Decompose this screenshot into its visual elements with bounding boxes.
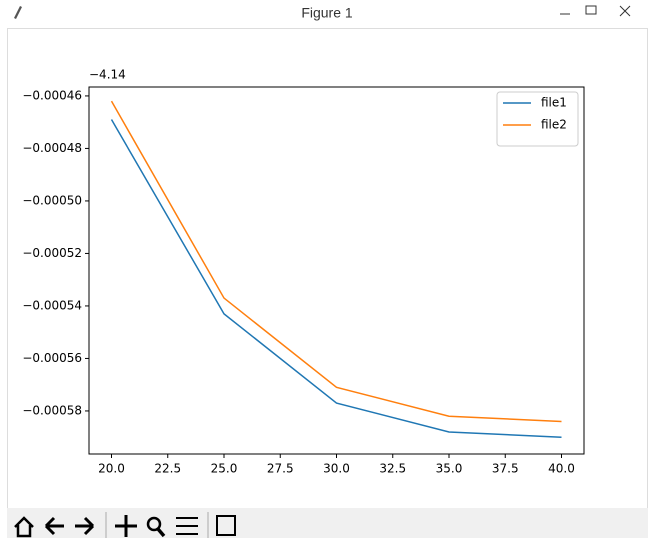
y-tick-label: −0.00056 [22,351,82,365]
maximize-button[interactable] [585,5,597,15]
x-tick-label: 20.0 [98,462,125,476]
legend-label: file1 [541,96,567,110]
app-icon [14,6,22,19]
series-line [110,119,562,438]
y-tick-label: −0.00054 [22,298,82,312]
plot-frame [88,86,585,455]
x-tick-label: 35.0 [436,462,463,476]
x-tick-label: 30.0 [323,462,350,476]
toolbar [7,508,648,538]
x-tick-label: 37.5 [492,462,519,476]
x-tick-label: 27.5 [267,462,294,476]
window-title: Figure 1 [301,5,353,21]
series-line [110,100,562,423]
legend-box [496,91,579,147]
toolbar-icons[interactable] [14,512,236,538]
y-offset-label: −4.14 [89,68,126,82]
y-tick-label: −0.00050 [22,193,82,207]
x-tick-label: 22.5 [154,462,181,476]
x-tick-label: 25.0 [211,462,238,476]
y-tick-label: −0.00046 [22,88,82,102]
title-bar [0,0,655,28]
legend-label: file2 [541,118,567,132]
close-button[interactable] [619,5,631,17]
y-tick-label: −0.00052 [22,246,82,260]
y-tick-label: −0.00058 [22,403,82,417]
x-tick-label: 32.5 [379,462,406,476]
y-tick-label: −0.00048 [22,141,82,155]
x-tick-label: 40.0 [548,462,575,476]
